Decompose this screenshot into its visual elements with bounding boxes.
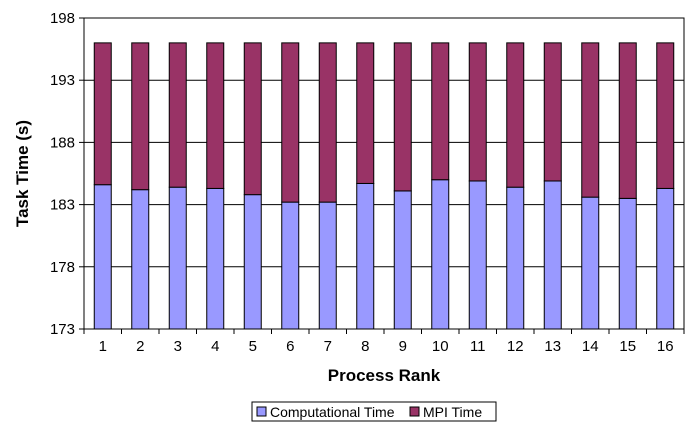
bars (93, 42, 675, 330)
legend: Computational Time MPI Time (251, 401, 497, 422)
y-axis-ticks: 173 178 183 188 193 198 (50, 10, 84, 338)
x-tick-label: 10 (432, 338, 449, 355)
y-tick-label: 173 (50, 321, 75, 338)
bar-computational-time (131, 189, 150, 330)
x-tick-label: 5 (249, 338, 257, 355)
bar-mpi-time (131, 42, 150, 191)
bar-computational-time (318, 201, 337, 330)
bar-mpi-time (356, 42, 375, 184)
legend-swatch-mpi-time (409, 406, 420, 417)
bar-computational-time (93, 184, 112, 330)
bar-mpi-time (506, 42, 525, 188)
bar-mpi-time (431, 42, 450, 181)
bar-computational-time (543, 180, 562, 330)
bar-mpi-time (206, 42, 225, 189)
bar-computational-time (431, 179, 450, 330)
x-tick-label: 3 (174, 338, 182, 355)
bar-computational-time (393, 190, 412, 330)
bar-computational-time (168, 186, 187, 330)
bar-mpi-time (318, 42, 337, 203)
x-axis-title: Process Rank (328, 366, 441, 385)
bar-computational-time (243, 194, 262, 330)
y-tick-label: 198 (50, 10, 75, 27)
bar-mpi-time (93, 42, 112, 186)
legend-label-mpi-time: MPI Time (423, 404, 482, 420)
bar-computational-time (281, 201, 300, 330)
bar-mpi-time (243, 42, 262, 196)
bar-computational-time (206, 187, 225, 330)
y-tick-label: 178 (50, 259, 75, 276)
y-tick-label: 183 (50, 197, 75, 214)
legend-swatch-computational-time (256, 406, 267, 417)
y-axis-title: Task Time (s) (13, 120, 32, 227)
legend-label-computational-time: Computational Time (270, 404, 395, 420)
x-tick-label: 15 (619, 338, 636, 355)
x-tick-label: 1 (99, 338, 107, 355)
y-tick-label: 188 (50, 134, 75, 151)
x-tick-label: 13 (544, 338, 561, 355)
x-tick-label: 12 (507, 338, 524, 355)
bar-computational-time (356, 182, 375, 330)
legend-box (251, 401, 497, 422)
x-tick-label: 14 (582, 338, 599, 355)
bar-mpi-time (393, 42, 412, 192)
bar-computational-time (656, 187, 675, 330)
bar-mpi-time (581, 42, 600, 198)
x-tick-label: 8 (361, 338, 369, 355)
bar-mpi-time (281, 42, 300, 203)
x-tick-label: 9 (399, 338, 407, 355)
bar-computational-time (468, 180, 487, 330)
bar-mpi-time (656, 42, 675, 189)
x-tick-label: 16 (657, 338, 674, 355)
x-tick-label: 11 (470, 338, 486, 355)
bar-computational-time (506, 186, 525, 330)
x-tick-label: 6 (286, 338, 294, 355)
bar-computational-time (618, 197, 637, 330)
bar-mpi-time (168, 42, 187, 188)
bar-mpi-time (468, 42, 487, 182)
x-tick-label: 4 (211, 338, 219, 355)
bar-mpi-time (543, 42, 562, 182)
x-tick-label: 2 (136, 338, 144, 355)
bar-computational-time (581, 196, 600, 330)
y-tick-label: 193 (50, 72, 75, 89)
bar-mpi-time (618, 42, 637, 199)
x-axis-ticks: 1 2 3 4 5 6 7 8 9 10 11 12 13 14 15 16 (83, 329, 685, 355)
x-tick-label: 7 (324, 338, 332, 355)
